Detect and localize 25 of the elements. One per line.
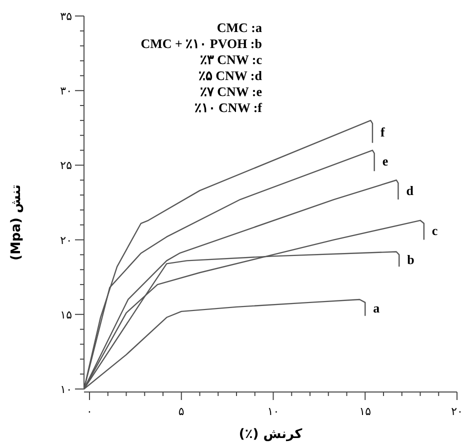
annotation: ٪۱۰ CNW :f bbox=[194, 100, 263, 115]
series-label: a bbox=[373, 300, 380, 316]
annotation: ٪۵ CNW :d bbox=[198, 68, 263, 83]
x-tick-label: ۰ bbox=[86, 405, 92, 418]
y-tick-label: ۳۰ bbox=[60, 84, 72, 98]
y-tick-label: ۱۵ bbox=[60, 308, 72, 322]
y-tick-label: ۲۵ bbox=[60, 159, 72, 172]
series-label: d bbox=[406, 182, 414, 198]
series-label: c bbox=[432, 223, 438, 238]
annotation: CMC :a bbox=[216, 20, 262, 35]
x-tick-label: ۲۰ bbox=[451, 405, 463, 418]
x-tick-label: ۱۰ bbox=[267, 405, 280, 418]
y-tick-label: ۳۵ bbox=[60, 10, 72, 23]
annotation: CMC + ٪۱۰ PVOH :b bbox=[140, 36, 262, 51]
annotation: ٪۳ CNW :c bbox=[200, 52, 262, 67]
y-tick-label: ۲۰ bbox=[60, 234, 72, 247]
y-tick-label: ۱۰ bbox=[60, 383, 72, 396]
series-label: f bbox=[380, 124, 386, 140]
series-label: e bbox=[382, 154, 388, 169]
x-tick-label: ۱۵ bbox=[359, 405, 372, 418]
x-tick-label: ۵ bbox=[178, 405, 184, 418]
x-axis-title: کرنش (٪) bbox=[238, 427, 303, 442]
series-label: b bbox=[407, 252, 414, 268]
annotation: ٪۷ CNW :e bbox=[200, 84, 262, 99]
y-axis-title: تنش (Mpa) bbox=[9, 184, 24, 261]
